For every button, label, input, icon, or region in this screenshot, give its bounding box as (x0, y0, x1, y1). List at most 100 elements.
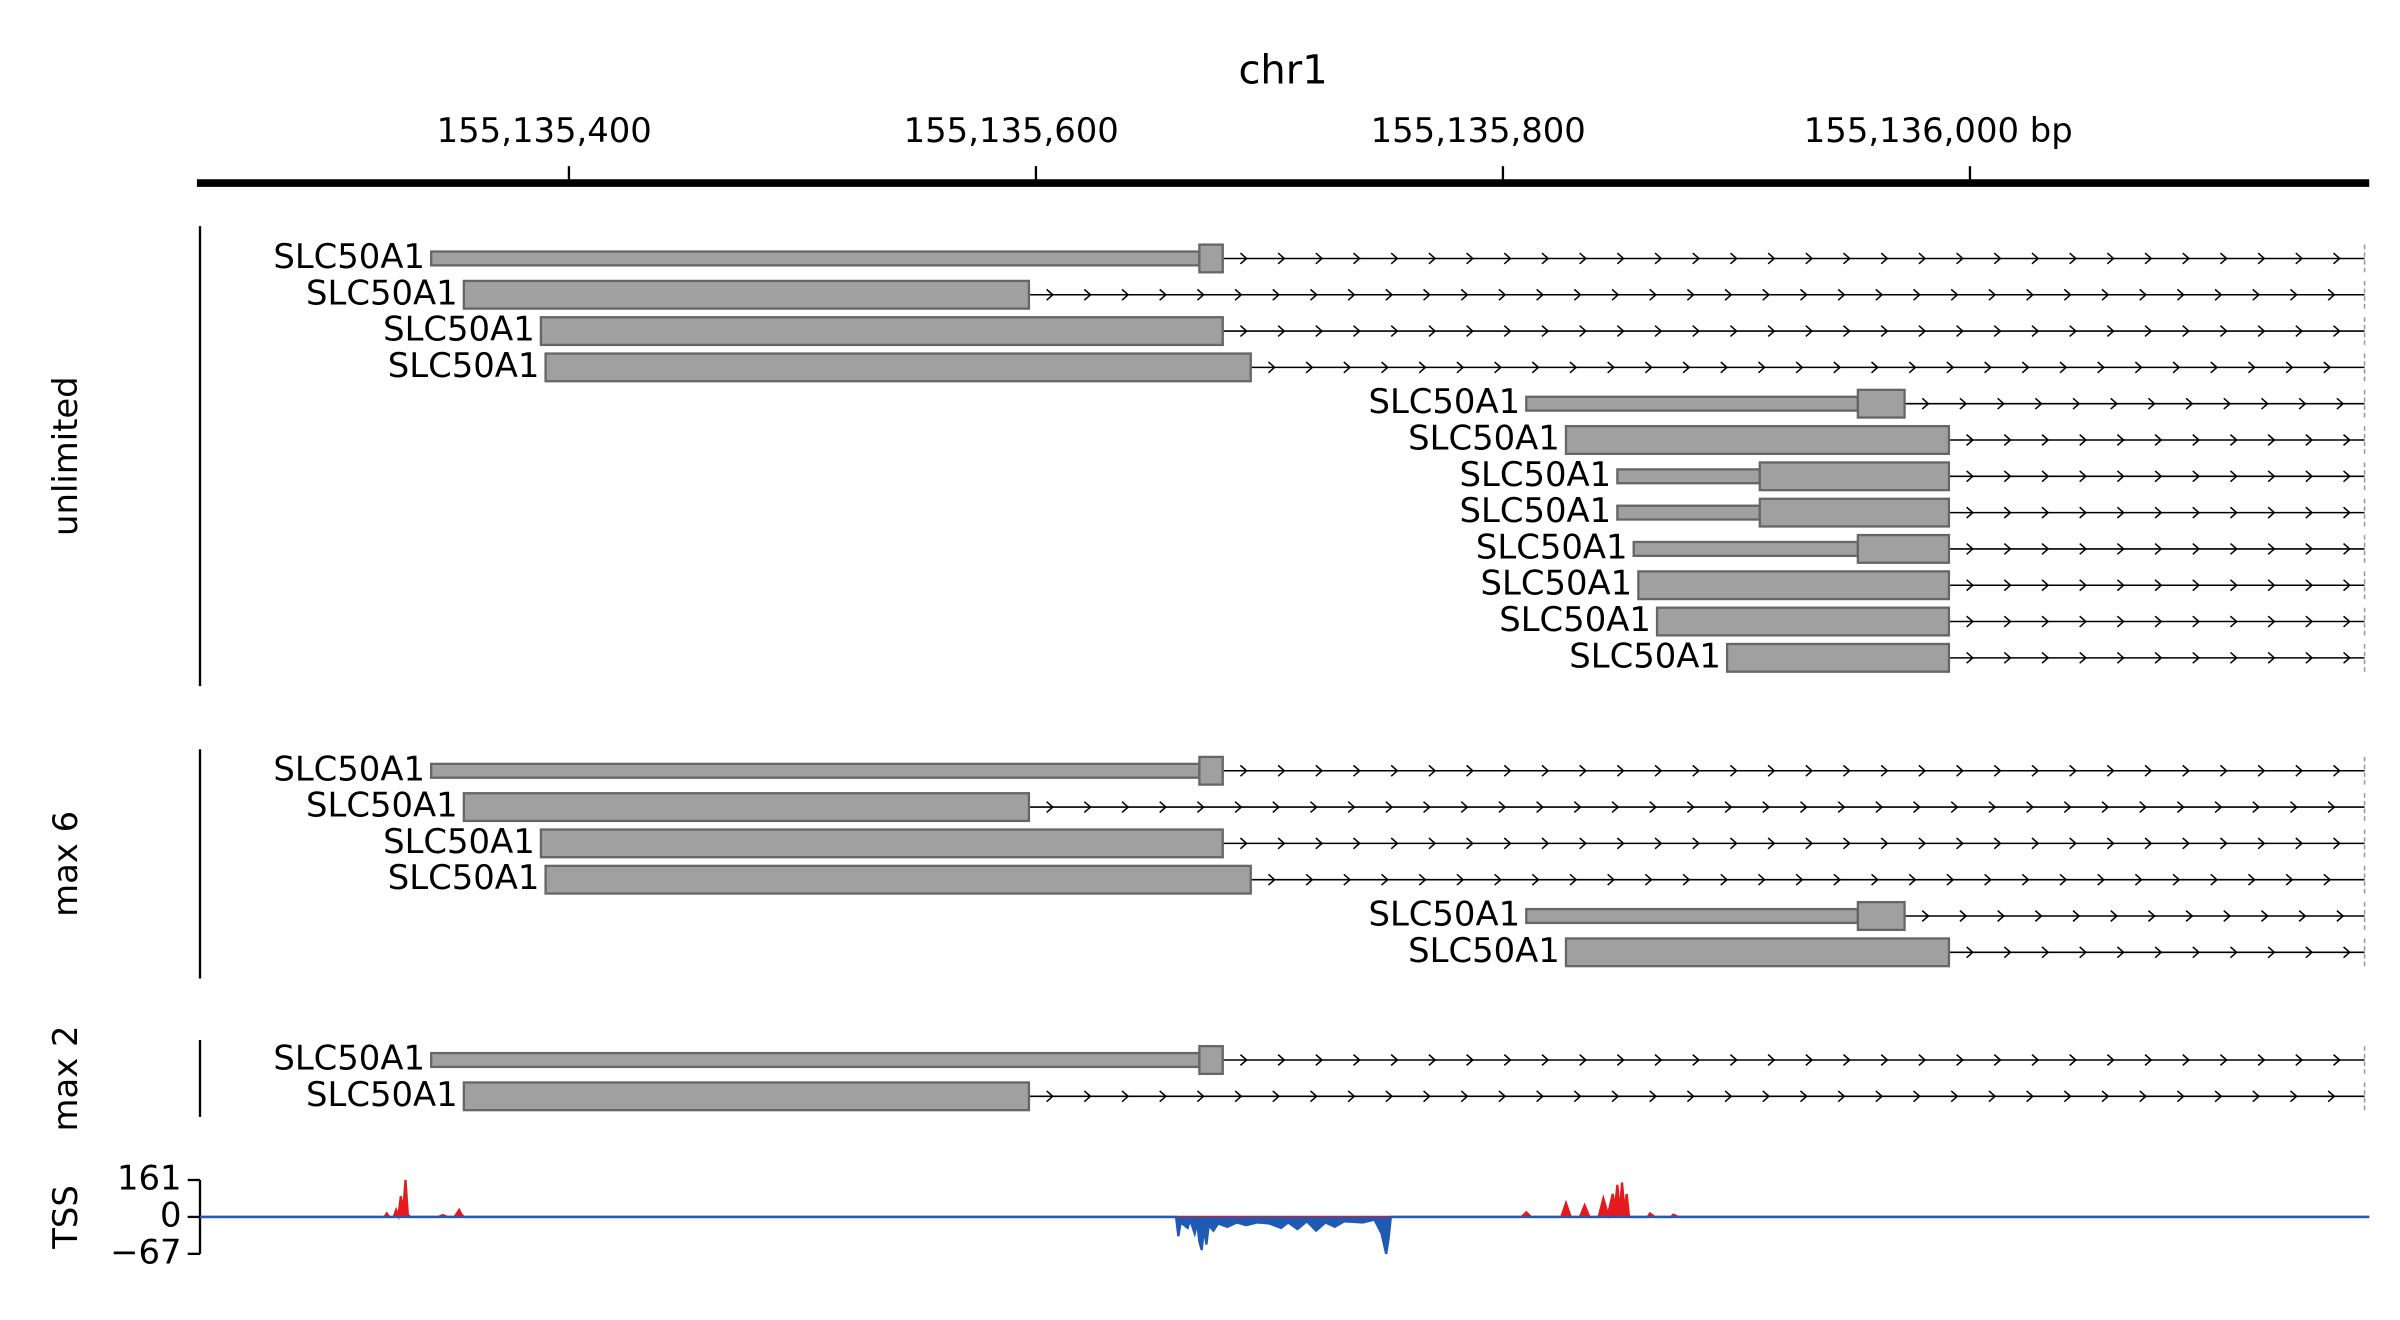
strand-arrow (2003, 542, 2012, 555)
cds (1637, 570, 1951, 601)
strand-arrow (2026, 288, 2034, 301)
strand-arrow (1767, 325, 1776, 338)
strand-arrow (1503, 325, 1512, 338)
strand-arrow (1315, 1054, 1324, 1066)
strand-arrow (2144, 325, 2153, 338)
strand-arrow (1309, 801, 1318, 814)
strand-arrow (2003, 434, 2012, 446)
strand-arrow (1843, 325, 1851, 338)
strand-arrow (1277, 764, 1286, 777)
strand-arrow (2034, 397, 2043, 410)
strand-arrow (2116, 579, 2125, 592)
strand-arrow (1267, 873, 1276, 886)
strand-arrow (1573, 1090, 1582, 1103)
strand-arrow (2154, 651, 2163, 664)
strand-arrow (1843, 252, 1851, 265)
strand-arrow (1616, 837, 1625, 850)
strand-arrow (1347, 1090, 1356, 1103)
strand-arrow (1918, 1054, 1927, 1066)
strand-arrow (2026, 801, 2034, 814)
strand-arrow (1159, 1090, 1168, 1103)
utr (430, 1051, 1201, 1069)
strand-arrow (2267, 470, 2276, 483)
strand-arrow (2333, 1054, 2341, 1066)
strand-arrow (1277, 325, 1286, 338)
transcript-name: SLC50A1 (1408, 419, 1560, 458)
strand-arrow (1837, 801, 1846, 814)
strand-arrow (2192, 506, 2201, 519)
strand-arrow (1121, 288, 1130, 301)
strand-arrow (2219, 837, 2228, 850)
strand-arrow (1390, 764, 1399, 777)
strand-arrow (2267, 946, 2276, 959)
strand-arrow (2343, 579, 2351, 592)
strand-arrow (2031, 325, 2040, 338)
strand-arrow (1573, 288, 1582, 301)
strand-arrow (2154, 946, 2163, 959)
transcript-name: SLC50A1 (383, 310, 535, 349)
strand-arrow (2079, 542, 2088, 555)
x-tick-label: 155,135,400 (437, 111, 652, 150)
strand-arrow (1616, 325, 1625, 338)
strand-arrow (2154, 470, 2163, 483)
strand-arrow (1966, 651, 1974, 664)
strand-arrow (2069, 252, 2077, 265)
cds (1198, 243, 1224, 274)
strand-arrow (1343, 361, 1352, 374)
strand-arrow (1234, 288, 1243, 301)
strand-arrow (2295, 764, 2304, 777)
strand-arrow (1083, 1090, 1092, 1103)
strand-arrow (2210, 873, 2219, 886)
strand-arrow (2323, 361, 2332, 374)
strand-arrow (1460, 801, 1469, 814)
strand-arrow (2229, 470, 2238, 483)
strand-arrow (1239, 325, 1248, 338)
strand-arrow (1616, 1054, 1625, 1066)
strand-arrow (2267, 651, 2276, 664)
strand-arrow (1277, 252, 1286, 265)
transcript-name: SLC50A1 (388, 858, 540, 897)
strand-arrow (2214, 1090, 2223, 1103)
strand-arrow (2021, 361, 2030, 374)
strand-arrow (1913, 801, 1921, 814)
strand-arrow (2305, 615, 2314, 628)
strand-arrow (1196, 1090, 1205, 1103)
strand-arrow (2252, 288, 2261, 301)
strand-arrow (1880, 764, 1889, 777)
strand-arrow (2182, 837, 2191, 850)
strand-arrow (1272, 801, 1281, 814)
y-tick-label: −67 (110, 1232, 181, 1271)
utr (1616, 468, 1761, 485)
strand-arrow (2185, 910, 2194, 922)
strand-arrow (2172, 873, 2181, 886)
cds (1198, 755, 1224, 786)
strand-arrow (1423, 1090, 1431, 1103)
strand-arrow (2059, 361, 2068, 374)
strand-arrow (1959, 397, 1968, 410)
strand-arrow (1390, 252, 1399, 265)
transcript-name: SLC50A1 (273, 1039, 425, 1078)
strand-arrow (2072, 910, 2081, 922)
strand-arrow (1988, 288, 1997, 301)
strand-arrow (1805, 764, 1814, 777)
cds (1758, 497, 1951, 528)
strand-arrow (2247, 361, 2256, 374)
strand-arrow (1654, 1054, 1663, 1066)
strand-arrow (1918, 252, 1927, 265)
strand-arrow (2079, 946, 2088, 959)
strand-arrow (2154, 579, 2163, 592)
strand-arrow (2003, 579, 2012, 592)
strand-arrow (2327, 801, 2336, 814)
transcript-name: SLC50A1 (306, 786, 458, 825)
strand-arrow (2327, 1090, 2336, 1103)
strand-arrow (2257, 764, 2266, 777)
transcript-name: SLC50A1 (1368, 895, 1520, 934)
strand-arrow (1541, 1054, 1550, 1066)
strand-arrow (2101, 288, 2110, 301)
strand-arrow (2097, 873, 2106, 886)
strand-arrow (2021, 873, 2030, 886)
strand-arrow (2219, 764, 2228, 777)
strand-arrow (2343, 434, 2351, 446)
strand-arrow (2333, 764, 2341, 777)
strand-arrow (2034, 910, 2043, 922)
